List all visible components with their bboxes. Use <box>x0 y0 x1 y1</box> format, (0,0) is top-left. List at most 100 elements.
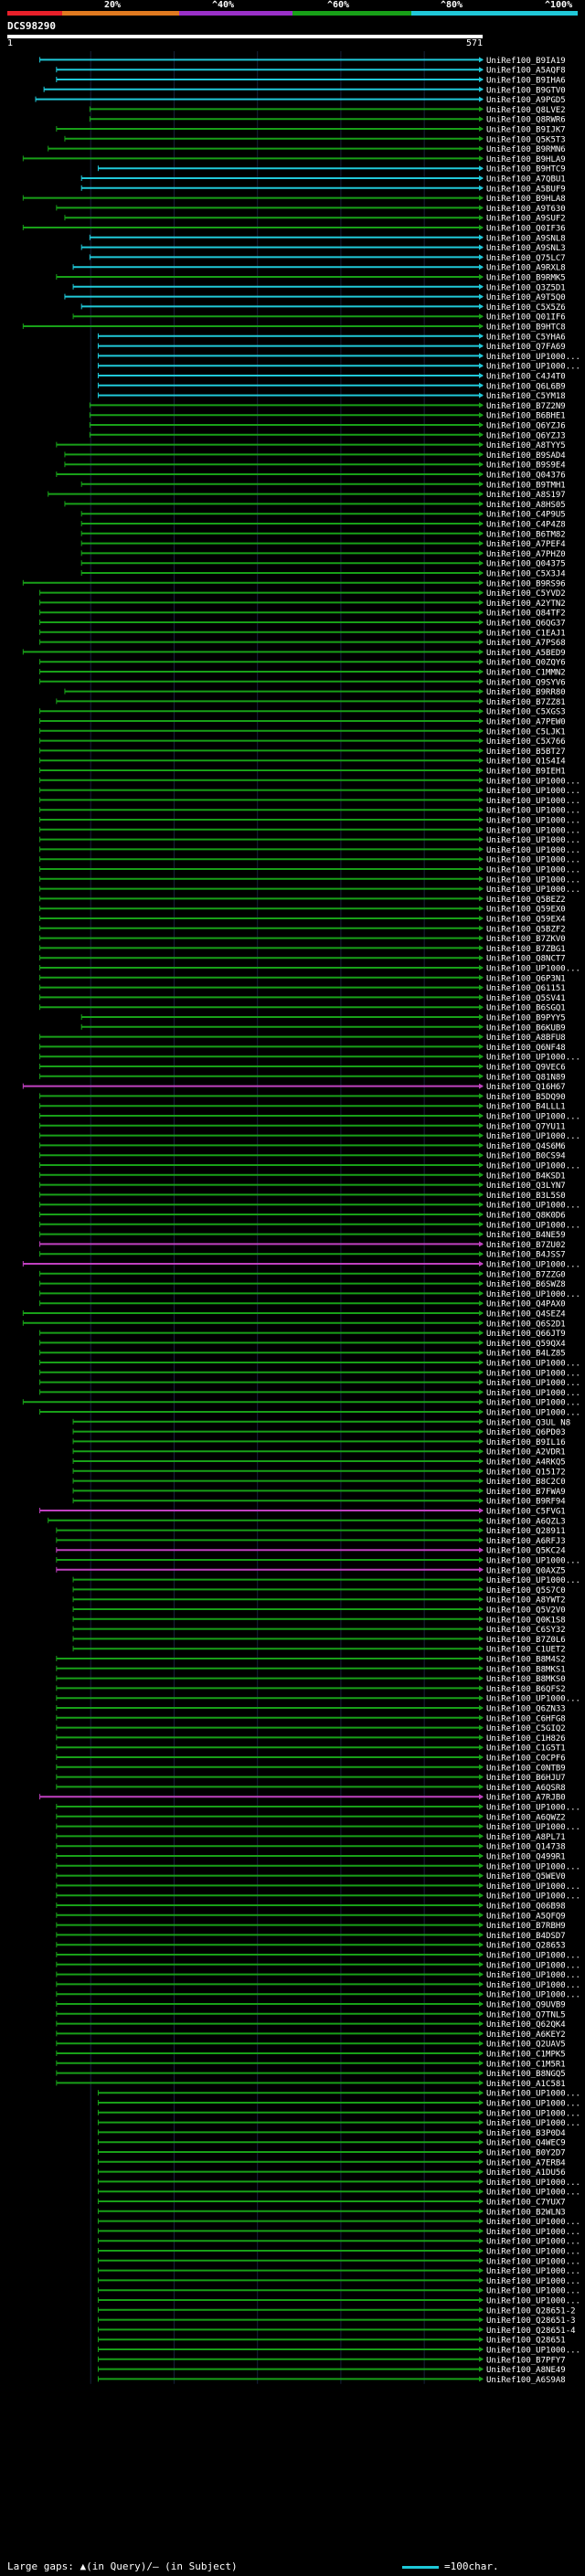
hit-label[interactable]: UniRef100_UP1000... <box>486 1409 580 1418</box>
hit-label[interactable]: UniRef100_A1C581 <box>486 2080 566 2089</box>
hit-label[interactable]: UniRef100_B4JSS7 <box>486 1251 566 1260</box>
hit-label[interactable]: UniRef100_C1M5R1 <box>486 2060 566 2069</box>
hit-label[interactable]: UniRef100_UP1000... <box>486 2267 580 2276</box>
hit-label[interactable]: UniRef100_C5YVD2 <box>486 589 566 599</box>
hit-label[interactable]: UniRef100_B7ZBG1 <box>486 945 566 954</box>
hit-label[interactable]: UniRef100_Q3UL N8 <box>486 1418 570 1427</box>
hit-label[interactable]: UniRef100_Q6YZJ3 <box>486 431 566 440</box>
hit-label[interactable]: UniRef100_UP1000... <box>486 1261 580 1270</box>
hit-label[interactable]: UniRef100_Q8NCT7 <box>486 955 566 964</box>
hit-label[interactable]: UniRef100_C7YUX7 <box>486 2199 566 2208</box>
hit-label[interactable]: UniRef100_B7FWA9 <box>486 1488 566 1497</box>
hit-label[interactable]: UniRef100_UP1000... <box>486 1862 580 1871</box>
hit-label[interactable]: UniRef100_Q6QG37 <box>486 620 566 629</box>
hit-label[interactable]: UniRef100_Q5S7C0 <box>486 1586 566 1595</box>
hit-label[interactable]: UniRef100_B4LLL1 <box>486 1103 566 1112</box>
hit-label[interactable]: UniRef100_B9IA19 <box>486 57 566 66</box>
hit-label[interactable]: UniRef100_UP1000... <box>486 2238 580 2247</box>
hit-label[interactable]: UniRef100_Q3LYN7 <box>486 1182 566 1191</box>
hit-label[interactable]: UniRef100_C6HFG8 <box>486 1714 566 1723</box>
hit-label[interactable]: UniRef100_A6S9A8 <box>486 2376 566 2385</box>
hit-label[interactable]: UniRef100_B9RMN6 <box>486 145 566 154</box>
hit-label[interactable]: UniRef100_UP1000... <box>486 1399 580 1408</box>
hit-label[interactable]: UniRef100_Q04375 <box>486 560 566 569</box>
hit-label[interactable]: UniRef100_B3L5S0 <box>486 1192 566 1201</box>
hit-label[interactable]: UniRef100_B6TM82 <box>486 530 566 539</box>
hit-label[interactable]: UniRef100_C5FVG1 <box>486 1508 566 1517</box>
hit-label[interactable]: UniRef100_B9IJK7 <box>486 126 566 135</box>
hit-label[interactable]: UniRef100_UP1000... <box>486 817 580 826</box>
hit-label[interactable]: UniRef100_A7PHZ0 <box>486 550 566 559</box>
hit-label[interactable]: UniRef100_Q9SYV6 <box>486 678 566 687</box>
hit-label[interactable]: UniRef100_A6QWZ2 <box>486 1813 566 1822</box>
hit-label[interactable]: UniRef100_Q1S4I4 <box>486 758 566 767</box>
hit-label[interactable]: UniRef100_B7ZZ81 <box>486 698 566 707</box>
hit-label[interactable]: UniRef100_B6HJU7 <box>486 1774 566 1783</box>
hit-label[interactable]: UniRef100_Q6P3N1 <box>486 974 566 983</box>
hit-label[interactable]: UniRef100_A7PEF4 <box>486 540 566 549</box>
hit-label[interactable]: UniRef100_B5DQ90 <box>486 1093 566 1102</box>
hit-label[interactable]: UniRef100_A9PGD5 <box>486 96 566 105</box>
hit-label[interactable]: UniRef100_UP1000... <box>486 1971 580 1980</box>
hit-label[interactable]: UniRef100_UP1000... <box>486 1991 580 2000</box>
hit-label[interactable]: UniRef100_Q06B98 <box>486 1903 566 1912</box>
hit-label[interactable]: UniRef100_Q81N89 <box>486 1073 566 1082</box>
hit-label[interactable]: UniRef100_Q28651-3 <box>486 2316 576 2326</box>
hit-label[interactable]: UniRef100_UP1000... <box>486 875 580 885</box>
hit-label[interactable]: UniRef100_Q2UAV5 <box>486 2041 566 2050</box>
hit-label[interactable]: UniRef100_Q28651-4 <box>486 2327 576 2336</box>
hit-label[interactable]: UniRef100_UP1000... <box>486 2248 580 2257</box>
hit-label[interactable]: UniRef100_A8YWT2 <box>486 1596 566 1606</box>
hit-label[interactable]: UniRef100_UP1000... <box>486 1113 580 1122</box>
hit-label[interactable]: UniRef100_Q5BEZ2 <box>486 896 566 905</box>
hit-label[interactable]: UniRef100_UP1000... <box>486 2257 580 2266</box>
hit-label[interactable]: UniRef100_A4RKQ5 <box>486 1458 566 1468</box>
hit-label[interactable]: UniRef100_B9HLA8 <box>486 195 566 204</box>
hit-label[interactable]: UniRef100_UP1000... <box>486 1576 580 1585</box>
hit-label[interactable]: UniRef100_B2WLN3 <box>486 2208 566 2217</box>
hit-label[interactable]: UniRef100_C4P4Z8 <box>486 521 566 530</box>
hit-label[interactable]: UniRef100_B9RS96 <box>486 579 566 588</box>
hit-label[interactable]: UniRef100_UP1000... <box>486 1961 580 1970</box>
hit-label[interactable]: UniRef100_UP1000... <box>486 2100 580 2109</box>
hit-label[interactable]: UniRef100_UP1000... <box>486 2178 580 2188</box>
hit-label[interactable]: UniRef100_UP1000... <box>486 1132 580 1141</box>
hit-label[interactable]: UniRef100_UP1000... <box>486 353 580 362</box>
hit-label[interactable]: UniRef100_Q66JT9 <box>486 1330 566 1339</box>
hit-label[interactable]: UniRef100_B9PYY5 <box>486 1014 566 1023</box>
hit-label[interactable]: UniRef100_UP1000... <box>486 797 580 806</box>
hit-label[interactable]: UniRef100_Q6L6B9 <box>486 382 566 391</box>
hit-label[interactable]: UniRef100_B9IL16 <box>486 1438 566 1447</box>
hit-label[interactable]: UniRef100_C5YM18 <box>486 392 566 401</box>
hit-label[interactable]: UniRef100_B7RBH9 <box>486 1922 566 1931</box>
hit-label[interactable]: UniRef100_C1MMN2 <box>486 669 566 678</box>
hit-label[interactable]: UniRef100_C5X5Z6 <box>486 303 566 313</box>
hit-label[interactable]: UniRef100_B9HLA9 <box>486 155 566 164</box>
hit-label[interactable]: UniRef100_C5X3J4 <box>486 570 566 579</box>
hit-label[interactable]: UniRef100_UP1000... <box>486 885 580 895</box>
hit-label[interactable]: UniRef100_Q28651 <box>486 2337 566 2346</box>
hit-label[interactable]: UniRef100_Q59EX0 <box>486 906 566 915</box>
hit-label[interactable]: UniRef100_UP1000... <box>486 1389 580 1398</box>
hit-label[interactable]: UniRef100_B9TMH1 <box>486 481 566 490</box>
hit-label[interactable]: UniRef100_B4LZ85 <box>486 1350 566 1359</box>
hit-label[interactable]: UniRef100_B5BT27 <box>486 747 566 757</box>
hit-label[interactable]: UniRef100_B4NE59 <box>486 1231 566 1240</box>
hit-label[interactable]: UniRef100_C5YHA6 <box>486 333 566 342</box>
hit-label[interactable]: UniRef100_UP1000... <box>486 2297 580 2306</box>
hit-label[interactable]: UniRef100_Q61151 <box>486 984 566 993</box>
hit-label[interactable]: UniRef100_B8MKS1 <box>486 1665 566 1674</box>
hit-label[interactable]: UniRef100_Q6ZN33 <box>486 1705 566 1714</box>
hit-label[interactable]: UniRef100_Q59EX4 <box>486 916 566 925</box>
hit-label[interactable]: UniRef100_Q9VEC6 <box>486 1064 566 1073</box>
hit-label[interactable]: UniRef100_Q7FA69 <box>486 343 566 352</box>
hit-label[interactable]: UniRef100_Q0K1S8 <box>486 1616 566 1625</box>
hit-label[interactable]: UniRef100_UP1000... <box>486 2287 580 2296</box>
hit-label[interactable]: UniRef100_UP1000... <box>486 856 580 865</box>
hit-label[interactable]: UniRef100_Q8K0D6 <box>486 1212 566 1221</box>
hit-label[interactable]: UniRef100_A7PEW0 <box>486 718 566 727</box>
hit-label[interactable]: UniRef100_Q01IF6 <box>486 313 566 323</box>
hit-label[interactable]: UniRef100_C5GIQ2 <box>486 1724 566 1733</box>
hit-label[interactable]: UniRef100_A6QZL3 <box>486 1517 566 1526</box>
hit-label[interactable]: UniRef100_B7ZU02 <box>486 1241 566 1250</box>
